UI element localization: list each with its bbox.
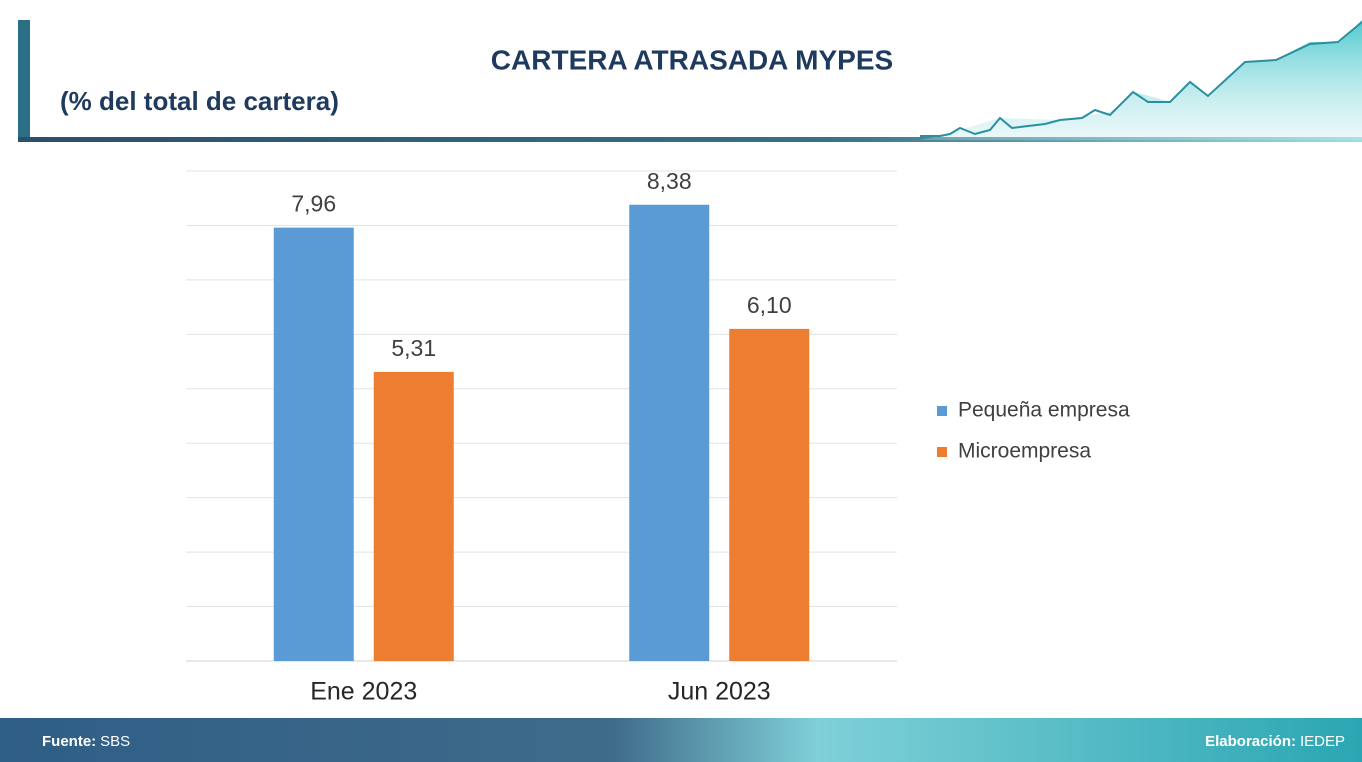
- credit-label: Elaboración:: [1205, 733, 1296, 750]
- bar: [729, 329, 809, 661]
- bar: [629, 205, 709, 661]
- page: CARTERA ATRASADA MYPES (% del total de c…: [0, 0, 1362, 762]
- source-label: Fuente:: [42, 733, 96, 750]
- legend-label: Microempresa: [958, 440, 1091, 463]
- x-tick-label: Ene 2023: [310, 678, 417, 706]
- legend-label: Pequeña empresa: [958, 399, 1130, 422]
- value-label: 5,31: [391, 335, 436, 361]
- legend-swatch: [937, 406, 947, 416]
- x-tick-label: Jun 2023: [668, 678, 771, 706]
- footer-credit: Elaboración:IEDEP: [1205, 733, 1345, 750]
- chart-subtitle: (% del total de cartera): [60, 86, 339, 116]
- header-deco-area: [920, 20, 1362, 140]
- footer-source: Fuente:SBS: [42, 733, 130, 750]
- value-label: 8,38: [647, 168, 692, 194]
- chart-title: CARTERA ATRASADA MYPES: [491, 44, 893, 75]
- bar: [374, 372, 454, 661]
- value-label: 7,96: [291, 191, 336, 217]
- credit: IEDEP: [1300, 733, 1345, 750]
- footer-band: [0, 718, 1362, 762]
- bar: [274, 228, 354, 661]
- header-accent: [18, 20, 30, 140]
- plot: Ene 2023 7,96 5,31 Jun 2023 8,38 6,10 Pequeña …: [186, 168, 1130, 706]
- legend-swatch: [937, 447, 947, 457]
- value-label: 6,10: [747, 292, 792, 318]
- source: SBS: [100, 733, 130, 750]
